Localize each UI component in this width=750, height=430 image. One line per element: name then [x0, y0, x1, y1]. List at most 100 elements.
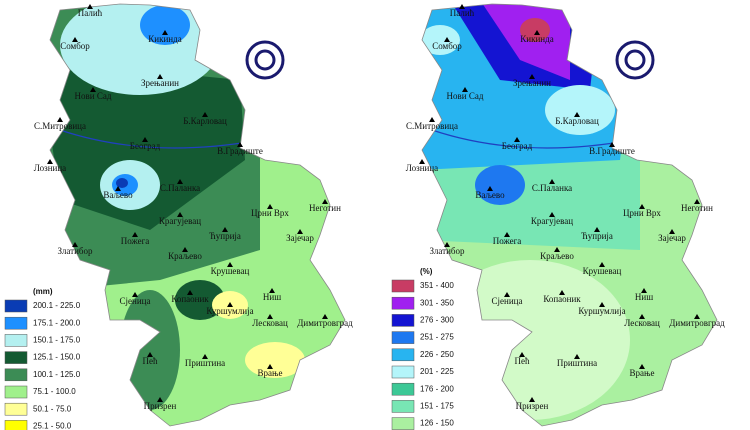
city-label: Крагујевац	[531, 216, 573, 226]
city-label: Б.Карловац	[183, 116, 227, 126]
city-marker	[444, 242, 450, 247]
city-label: Лозница	[34, 163, 66, 173]
legend-label: 126 - 150	[420, 419, 454, 428]
city-label: Сомбор	[432, 41, 462, 51]
legend-swatch	[391, 365, 415, 379]
city-marker	[267, 364, 273, 369]
city-label: Сјеница	[120, 296, 151, 306]
city-label: Приштина	[557, 358, 597, 368]
city-marker	[554, 247, 560, 252]
city-marker	[72, 242, 78, 247]
city-label: Призрен	[144, 401, 177, 411]
legend-swatch	[4, 368, 28, 382]
city-label: Зајечар	[658, 233, 686, 243]
city-label: Палић	[78, 8, 103, 18]
city-label: Пожега	[493, 236, 522, 246]
city-marker	[609, 142, 615, 147]
city-label: Црни Врх	[623, 208, 661, 218]
legend-label: 50.1 - 75.0	[33, 404, 72, 413]
city-label: Београд	[502, 141, 533, 151]
city-marker	[322, 314, 328, 319]
city-marker	[297, 229, 303, 234]
city-label: Пећ	[143, 356, 158, 366]
city-marker	[162, 30, 168, 35]
city-marker	[504, 232, 510, 237]
city-label: Сомбор	[60, 41, 90, 51]
city-marker	[227, 262, 233, 267]
city-marker	[227, 302, 233, 307]
legend-label: 125.1 - 150.0	[33, 353, 81, 362]
legend-swatch	[4, 351, 28, 364]
city-marker	[599, 262, 605, 267]
city-label: Приштина	[185, 358, 225, 368]
city-marker	[157, 397, 163, 402]
city-label: Врање	[257, 368, 282, 378]
city-label: Сјеница	[492, 296, 523, 306]
city-marker	[549, 212, 555, 217]
city-label: Крушевац	[583, 266, 622, 276]
legend-label: 200.1 - 225.0	[33, 301, 81, 310]
city-marker	[115, 186, 121, 191]
city-label: Београд	[130, 141, 161, 151]
city-marker	[694, 314, 700, 319]
city-marker	[72, 37, 78, 42]
city-marker	[559, 290, 565, 295]
legend-label: 251 - 275	[420, 333, 454, 342]
city-marker	[519, 352, 525, 357]
city-marker	[90, 87, 96, 92]
city-marker	[641, 288, 647, 293]
legend-swatch	[391, 348, 415, 362]
city-label: Краљево	[540, 251, 574, 261]
city-label: С.Митровица	[34, 121, 86, 131]
city-marker	[157, 74, 163, 79]
legend-swatch	[391, 417, 415, 430]
legend-swatch	[391, 382, 415, 396]
city-label: Палић	[450, 8, 475, 18]
city-marker	[147, 352, 153, 357]
city-label: Пећ	[515, 356, 530, 366]
city-label: С.Паланка	[160, 183, 200, 193]
city-label: Зрењанин	[141, 78, 179, 88]
city-label: С.Митровица	[406, 121, 458, 131]
city-marker	[529, 74, 535, 79]
city-marker	[202, 354, 208, 359]
city-label: Зрењанин	[513, 78, 551, 88]
city-marker	[132, 292, 138, 297]
city-label: Куршумлија	[578, 306, 625, 316]
city-label: Нови Сад	[447, 91, 484, 101]
legend-swatch	[4, 334, 28, 347]
city-marker	[444, 37, 450, 42]
city-label: Копаоник	[543, 294, 581, 304]
city-label: Лесковац	[624, 318, 660, 328]
city-label: Краљево	[168, 251, 202, 261]
legend-label: 151 - 175	[420, 402, 454, 411]
city-marker	[549, 179, 555, 184]
city-marker	[142, 137, 148, 142]
city-marker	[639, 204, 645, 209]
city-label: В.Градиште	[217, 146, 263, 156]
city-marker	[182, 247, 188, 252]
city-marker	[529, 397, 535, 402]
city-label: Лозница	[406, 163, 438, 173]
city-marker	[87, 4, 93, 9]
city-marker	[429, 117, 435, 122]
city-label: Димитровград	[669, 318, 725, 328]
city-label: Зајечар	[286, 233, 314, 243]
city-marker	[534, 30, 540, 35]
legend-swatch	[391, 279, 415, 293]
city-label: Црни Врх	[251, 208, 289, 218]
city-label: Ваљево	[103, 190, 133, 200]
precip-map	[50, 4, 345, 426]
legend-swatch	[391, 314, 415, 327]
legend-swatch	[4, 385, 28, 399]
city-marker	[694, 199, 700, 204]
legend-label: 201 - 225	[420, 367, 454, 376]
city-label: Крагујевац	[159, 216, 201, 226]
city-label: Ћуприја	[209, 231, 241, 241]
legend-label: 301 - 350	[420, 298, 454, 307]
city-label: Врање	[629, 368, 654, 378]
city-label: Кикинда	[520, 34, 553, 44]
city-label: Димитровград	[297, 318, 353, 328]
city-marker	[322, 199, 328, 204]
